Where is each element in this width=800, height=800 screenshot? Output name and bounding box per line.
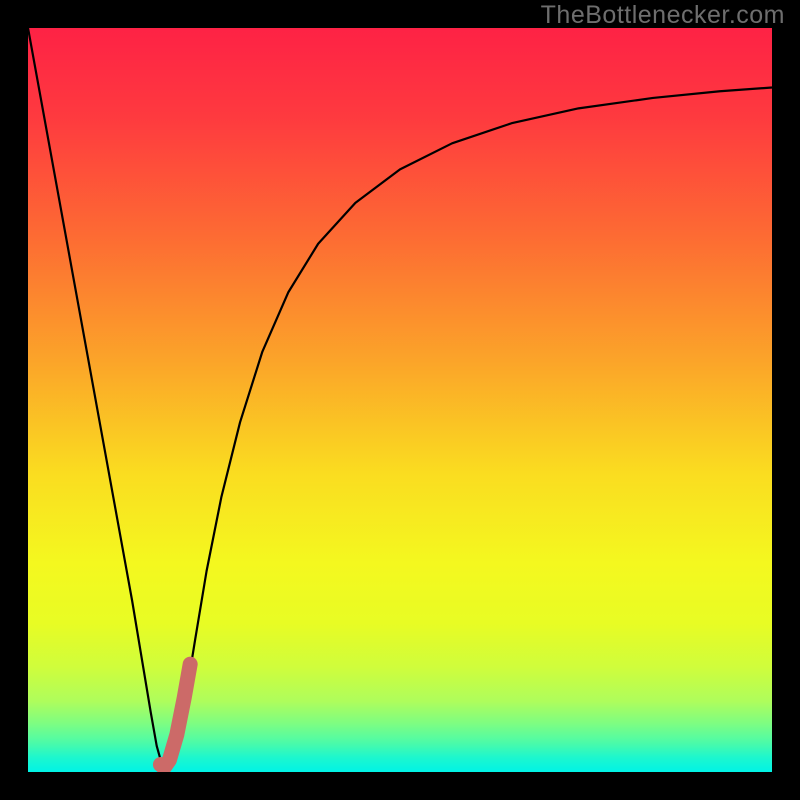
plot-area <box>28 28 772 772</box>
chart-stage: TheBottlenecker.com <box>0 0 800 800</box>
watermark-text: TheBottlenecker.com <box>541 1 785 30</box>
gradient-background <box>28 28 772 772</box>
plot-svg <box>28 28 772 772</box>
